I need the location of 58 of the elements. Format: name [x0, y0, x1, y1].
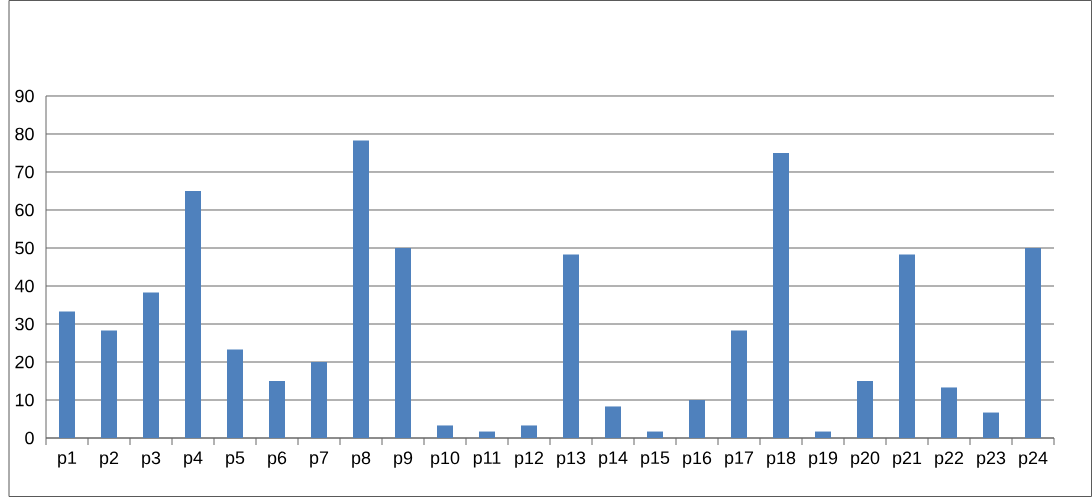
bar: [311, 362, 327, 438]
x-tick-label: p6: [268, 451, 287, 468]
y-tick-label: 10: [15, 393, 34, 407]
bar: [773, 153, 789, 438]
x-tick-label: p16: [683, 451, 712, 468]
bar: [521, 425, 537, 438]
y-tick-label: 30: [15, 317, 34, 331]
x-tick-label: p11: [473, 451, 501, 468]
bar: [185, 191, 201, 438]
y-tick-label: 50: [15, 241, 34, 255]
x-tick-label: p22: [935, 451, 964, 468]
bar: [941, 387, 957, 438]
y-tick-label: 20: [15, 355, 34, 369]
bar: [479, 431, 495, 438]
x-tick-label: p20: [851, 451, 880, 468]
bar: [227, 349, 243, 438]
bar: [731, 330, 747, 438]
x-tick-label: p19: [809, 451, 838, 468]
x-tick-label: p13: [557, 451, 586, 468]
bar: [101, 330, 117, 438]
bar: [143, 292, 159, 438]
bar: [815, 431, 831, 438]
bar: [605, 406, 621, 438]
x-tick-label: p12: [515, 451, 544, 468]
x-tick-label: p18: [767, 451, 796, 468]
bar: [395, 248, 411, 438]
x-tick-label: p23: [977, 451, 1006, 468]
x-tick-label: p1: [58, 451, 77, 468]
x-tick-label: p21: [893, 451, 922, 468]
y-tick-label: 90: [15, 89, 34, 103]
x-tick-label: p9: [394, 451, 413, 468]
bar: [899, 254, 915, 438]
x-tick-label: p8: [352, 451, 371, 468]
x-tick-label: p14: [599, 451, 628, 468]
bar: [437, 425, 453, 438]
x-tick-label: p2: [100, 451, 119, 468]
bar: [269, 381, 285, 438]
bar: [647, 431, 663, 438]
y-tick-label: 0: [25, 431, 34, 445]
x-tick-label: p4: [184, 451, 203, 468]
y-tick-label: 40: [14, 279, 34, 293]
y-tick-label: 80: [15, 127, 34, 141]
y-tick-label: 70: [15, 165, 34, 179]
x-tick-label: p10: [431, 451, 460, 468]
x-tick-label: p24: [1019, 451, 1048, 468]
bar: [689, 400, 705, 438]
x-tick-label: p15: [641, 451, 670, 468]
x-tick-label: p17: [725, 451, 754, 468]
bar: [353, 140, 369, 438]
bar: [983, 412, 999, 438]
bar: [857, 381, 873, 438]
x-tick-label: p5: [226, 451, 245, 468]
bar: [563, 254, 579, 438]
x-tick-label: p3: [142, 451, 161, 468]
bar: [59, 311, 75, 438]
x-tick-label: p7: [310, 451, 329, 468]
y-tick-label: 60: [15, 203, 34, 217]
bar: [1025, 248, 1041, 438]
